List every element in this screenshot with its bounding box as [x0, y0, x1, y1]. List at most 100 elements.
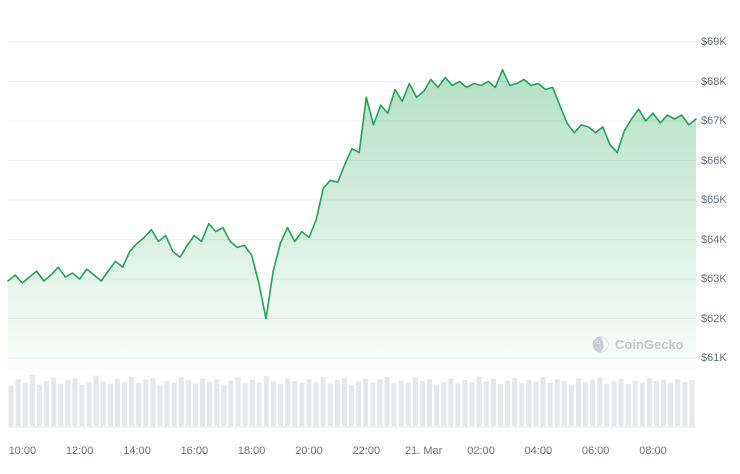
volume-bar — [36, 384, 42, 426]
volume-bar — [434, 384, 440, 426]
volume-bar — [476, 376, 482, 426]
volume-bar — [540, 377, 546, 426]
volume-bar — [483, 381, 489, 426]
coingecko-watermark-label: CoinGecko — [615, 337, 684, 352]
x-axis-label: 12:00 — [65, 445, 94, 457]
volume-bar — [398, 380, 404, 426]
chart-hover-area[interactable] — [8, 10, 696, 426]
volume-bar — [235, 377, 241, 426]
volume-bar — [646, 377, 652, 426]
volume-bar — [79, 384, 85, 426]
y-axis-label: $69K — [701, 36, 727, 48]
volume-bar — [93, 375, 99, 426]
coingecko-watermark: CoinGecko — [592, 336, 684, 353]
volume-bar — [497, 384, 503, 426]
volume-bar — [583, 382, 589, 426]
x-axis-label: 22:00 — [352, 445, 381, 457]
volume-bar — [157, 384, 163, 426]
y-axis: $61K $62K $63K $64K $65K $66K $67K $68K $69K — [701, 0, 740, 474]
x-axis-label: 04:00 — [524, 445, 553, 457]
volume-bar — [554, 379, 560, 426]
volume-bar — [356, 381, 362, 426]
volume-bar — [625, 384, 631, 426]
volume-bar — [377, 379, 383, 426]
volume-bar — [86, 382, 92, 426]
volume-bar — [221, 384, 227, 426]
volume-bar — [313, 381, 319, 426]
x-axis-label: 06:00 — [581, 445, 610, 457]
volume-bar — [228, 380, 234, 426]
volume-bar — [320, 376, 326, 426]
volume-bar — [412, 377, 418, 426]
volume-bar — [200, 378, 206, 426]
volume-bar — [327, 383, 333, 426]
volume-bar — [72, 378, 78, 426]
volume-bar — [150, 377, 156, 426]
volume-bar — [65, 380, 71, 426]
volume-bar — [682, 381, 688, 426]
volume-bar — [249, 379, 255, 426]
volume-bar — [29, 374, 35, 426]
volume-bar — [44, 381, 50, 426]
y-axis-label: $61K — [701, 352, 727, 364]
volume-bar — [547, 382, 553, 426]
volume-bar — [256, 382, 262, 426]
volume-bar — [341, 377, 347, 426]
volume-bar — [129, 376, 135, 426]
volume-bar — [122, 381, 128, 426]
volume-bar — [427, 379, 433, 426]
volume-bar — [448, 378, 454, 426]
volume-bar — [214, 379, 220, 426]
volume-bar — [263, 376, 269, 426]
x-axis-label: 16:00 — [180, 445, 209, 457]
volume-bar — [270, 381, 276, 426]
y-axis-label: $67K — [701, 115, 727, 127]
volume-bar — [462, 380, 468, 426]
volume-bar — [391, 383, 397, 426]
volume-bar — [689, 380, 695, 426]
volume-bar — [668, 383, 674, 426]
y-axis-label: $65K — [701, 194, 727, 206]
volume-bar — [455, 383, 461, 426]
volume-bar — [171, 382, 177, 426]
volume-bar — [632, 380, 638, 426]
volume-bar — [100, 381, 106, 426]
x-axis: 10:00 12:00 14:00 16:00 18:00 20:00 22:00 21. M… — [0, 443, 740, 463]
volume-bar — [192, 383, 198, 426]
volume-bar — [561, 381, 567, 426]
volume-bar — [8, 385, 14, 426]
volume-bar — [278, 384, 284, 426]
volume-bar — [590, 380, 596, 426]
volume-bar — [419, 381, 425, 426]
volume-bar — [512, 377, 518, 426]
volume-bar — [22, 382, 28, 426]
volume-bar — [164, 381, 170, 426]
x-axis-label: 18:00 — [237, 445, 266, 457]
volume-bar — [242, 383, 248, 426]
volume-bar — [526, 379, 532, 426]
y-axis-label: $62K — [701, 312, 727, 325]
volume-bar — [363, 378, 369, 426]
volume-bar — [405, 382, 411, 426]
volume-bar — [639, 382, 645, 426]
volume-bar — [505, 380, 511, 426]
y-axis-label: $63K — [701, 273, 727, 285]
x-axis-label: 21. Mar — [405, 445, 443, 457]
volume-bar — [370, 382, 376, 426]
volume-bar — [604, 383, 610, 426]
volume-bar — [519, 383, 525, 426]
volume-bar — [143, 379, 149, 426]
volume-bar — [384, 377, 390, 426]
volume-bar — [306, 379, 312, 426]
volume-bar — [349, 384, 355, 426]
volume-bar — [292, 381, 298, 426]
x-axis-label: 10:00 — [8, 445, 37, 457]
volume-bar — [207, 381, 213, 426]
volume-bar — [299, 382, 305, 426]
volume-bar — [611, 381, 617, 426]
volume-bar — [661, 379, 667, 426]
volume-bar — [178, 377, 184, 426]
volume-bar — [114, 378, 120, 426]
